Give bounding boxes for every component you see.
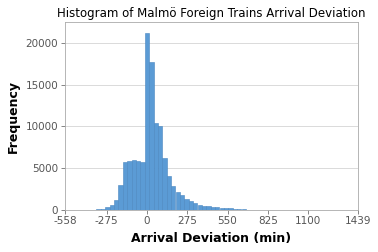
Bar — [211, 207, 215, 210]
Bar — [189, 201, 193, 210]
Y-axis label: Frequency: Frequency — [7, 80, 20, 152]
Bar — [132, 160, 136, 210]
Bar — [153, 123, 158, 210]
Bar — [180, 195, 184, 210]
Bar — [193, 203, 197, 210]
Bar — [167, 176, 171, 210]
Title: Histogram of Malmö Foreign Trains Arrival Deviation: Histogram of Malmö Foreign Trains Arriva… — [57, 7, 366, 20]
Bar — [202, 206, 206, 210]
Bar — [228, 208, 232, 210]
Bar — [220, 208, 224, 210]
Bar — [105, 207, 110, 210]
Bar — [127, 161, 132, 210]
Bar — [114, 200, 118, 210]
Bar — [198, 205, 202, 210]
Bar — [110, 205, 114, 210]
Bar — [101, 209, 105, 210]
Bar — [215, 207, 220, 210]
Bar — [96, 209, 101, 210]
X-axis label: Arrival Deviation (min): Arrival Deviation (min) — [132, 232, 291, 245]
Bar — [184, 199, 189, 210]
Bar — [123, 162, 127, 210]
Bar — [118, 185, 123, 210]
Bar — [163, 158, 167, 210]
Bar — [237, 209, 242, 210]
Bar — [140, 162, 145, 210]
Bar — [149, 62, 153, 210]
Bar — [158, 125, 162, 210]
Bar — [145, 33, 149, 210]
Bar — [242, 209, 246, 210]
Bar — [206, 206, 211, 210]
Bar — [171, 186, 175, 210]
Bar — [233, 209, 237, 210]
Bar — [136, 161, 140, 210]
Bar — [175, 192, 180, 210]
Bar — [224, 208, 228, 210]
